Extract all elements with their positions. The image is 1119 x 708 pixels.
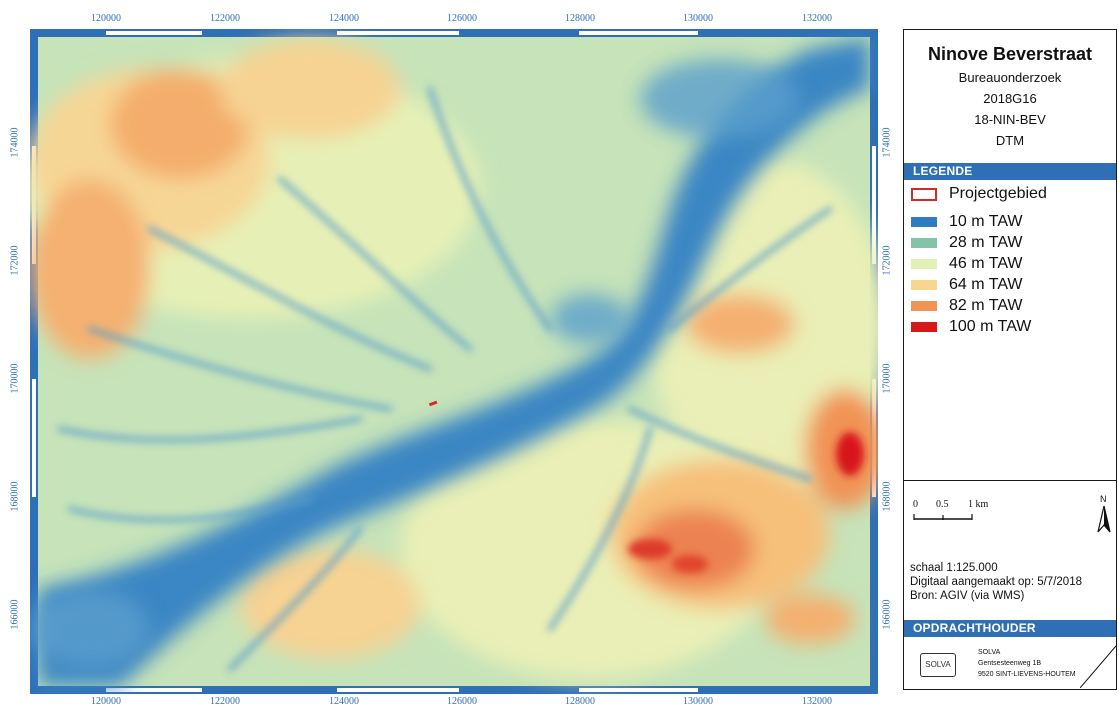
x-tick-label: 130000 xyxy=(683,696,713,707)
legend-label: 10 m TAW xyxy=(949,213,1023,230)
subtitle-line: 2018G16 xyxy=(983,91,1037,106)
north-arrow-icon xyxy=(1097,505,1111,533)
y-tick-label: 168000 xyxy=(9,481,21,512)
legend-swatch xyxy=(911,322,937,332)
y-tick-label: 170000 xyxy=(881,363,893,394)
creation-date: Digitaal aangemaakt op: 5/7/2018 xyxy=(910,576,1082,588)
north-label: N xyxy=(1100,494,1107,504)
legend-label: Projectgebied xyxy=(949,185,1047,202)
y-tick-label: 172000 xyxy=(9,245,21,276)
legend-item: Projectgebied xyxy=(908,184,1047,204)
legend-swatch xyxy=(911,217,937,227)
x-tick-label: 132000 xyxy=(802,13,832,24)
map-title: Ninove Beverstraat xyxy=(927,44,1093,64)
subtitle-line: DTM xyxy=(995,133,1025,148)
contractor-street: Gentsesteenweg 1B xyxy=(978,660,1042,667)
scale-bar-graphic xyxy=(913,514,973,520)
x-tick-label: 122000 xyxy=(210,696,240,707)
legend-item: 82 m TAW xyxy=(908,296,1023,316)
legend-label: 100 m TAW xyxy=(949,318,1032,335)
scale-text: schaal 1:125.000 xyxy=(910,562,998,574)
elevation-raster xyxy=(30,37,878,686)
x-tick-label: 128000 xyxy=(565,696,595,707)
y-tick-label: 174000 xyxy=(881,127,893,158)
corner-decoration xyxy=(1080,645,1116,688)
map-frame: 120000 122000 124000 126000 128000 13000… xyxy=(10,13,893,707)
legend-label: 64 m TAW xyxy=(949,276,1023,293)
x-tick-label: 132000 xyxy=(802,696,832,707)
scale-label: 1 km xyxy=(968,499,989,510)
x-tick-label: 126000 xyxy=(447,696,477,707)
legend-item: 100 m TAW xyxy=(908,317,1031,337)
divider xyxy=(904,480,1116,481)
x-tick-label: 120000 xyxy=(91,696,121,707)
y-tick-label: 166000 xyxy=(881,599,893,630)
legend-item: 10 m TAW xyxy=(908,212,1023,232)
side-panel: Ninove Beverstraat Bureauonderzoek 2018G… xyxy=(903,29,1117,690)
x-tick-label: 124000 xyxy=(329,13,359,24)
legend-label: 46 m TAW xyxy=(949,255,1023,272)
legend-item: 28 m TAW xyxy=(908,233,1023,253)
y-tick-label: 166000 xyxy=(9,599,21,630)
contractor-header: OPDRACHTHOUDER xyxy=(904,620,1116,637)
y-tick-label: 168000 xyxy=(881,481,893,512)
y-tick-label: 174000 xyxy=(9,127,21,158)
solva-logo: SOLVA xyxy=(920,653,956,677)
dtm-map xyxy=(30,29,878,694)
y-tick-label: 172000 xyxy=(881,245,893,276)
x-tick-label: 124000 xyxy=(329,696,359,707)
x-tick-label: 126000 xyxy=(447,13,477,24)
legend-swatch xyxy=(911,301,937,311)
x-tick-label: 120000 xyxy=(91,13,121,24)
legend-swatch xyxy=(911,259,937,269)
x-tick-label: 122000 xyxy=(210,13,240,24)
legend-label: 28 m TAW xyxy=(949,234,1023,251)
scale-label: 0 xyxy=(913,499,918,510)
legend-item: 64 m TAW xyxy=(908,275,1023,295)
subtitle-line: Bureauonderzoek xyxy=(958,70,1062,85)
contractor-name: SOLVA xyxy=(978,649,1001,656)
source-text: Bron: AGIV (via WMS) xyxy=(910,590,1025,602)
legend-item: 46 m TAW xyxy=(908,254,1023,274)
subtitle-line: 18-NIN-BEV xyxy=(974,112,1046,127)
x-tick-label: 128000 xyxy=(565,13,595,24)
legend-label: 82 m TAW xyxy=(949,297,1023,314)
legend-swatch xyxy=(911,280,937,290)
legend-header: LEGENDE xyxy=(904,163,1116,180)
legend-swatch xyxy=(911,238,937,248)
contractor-city: 9520 SINT-LIEVENS-HOUTEM xyxy=(978,671,1076,678)
legend-swatch xyxy=(911,187,937,201)
scale-label: 0.5 xyxy=(936,499,949,510)
x-tick-label: 130000 xyxy=(683,13,713,24)
project-area-marker xyxy=(428,400,438,407)
y-tick-label: 170000 xyxy=(9,363,21,394)
